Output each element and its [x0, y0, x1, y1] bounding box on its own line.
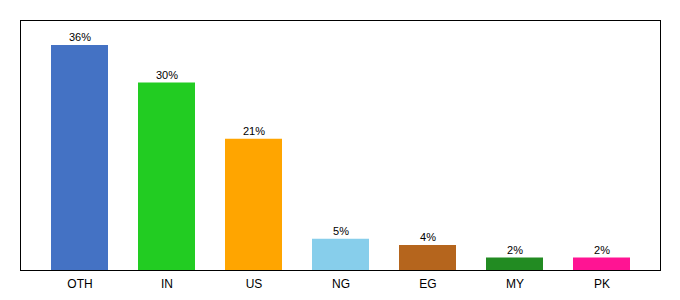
svg-text:21%: 21% [243, 125, 265, 137]
svg-text:30%: 30% [156, 69, 178, 81]
svg-text:EG: EG [419, 277, 436, 291]
svg-text:PK: PK [594, 277, 610, 291]
svg-text:2%: 2% [507, 244, 523, 256]
svg-text:NG: NG [332, 277, 350, 291]
svg-text:4%: 4% [420, 231, 436, 243]
svg-text:2%: 2% [594, 244, 610, 256]
svg-text:MY: MY [506, 277, 524, 291]
svg-text:OTH: OTH [67, 277, 92, 291]
svg-text:5%: 5% [333, 225, 349, 237]
svg-text:US: US [246, 277, 263, 291]
svg-text:36%: 36% [69, 31, 91, 43]
svg-text:IN: IN [161, 277, 173, 291]
